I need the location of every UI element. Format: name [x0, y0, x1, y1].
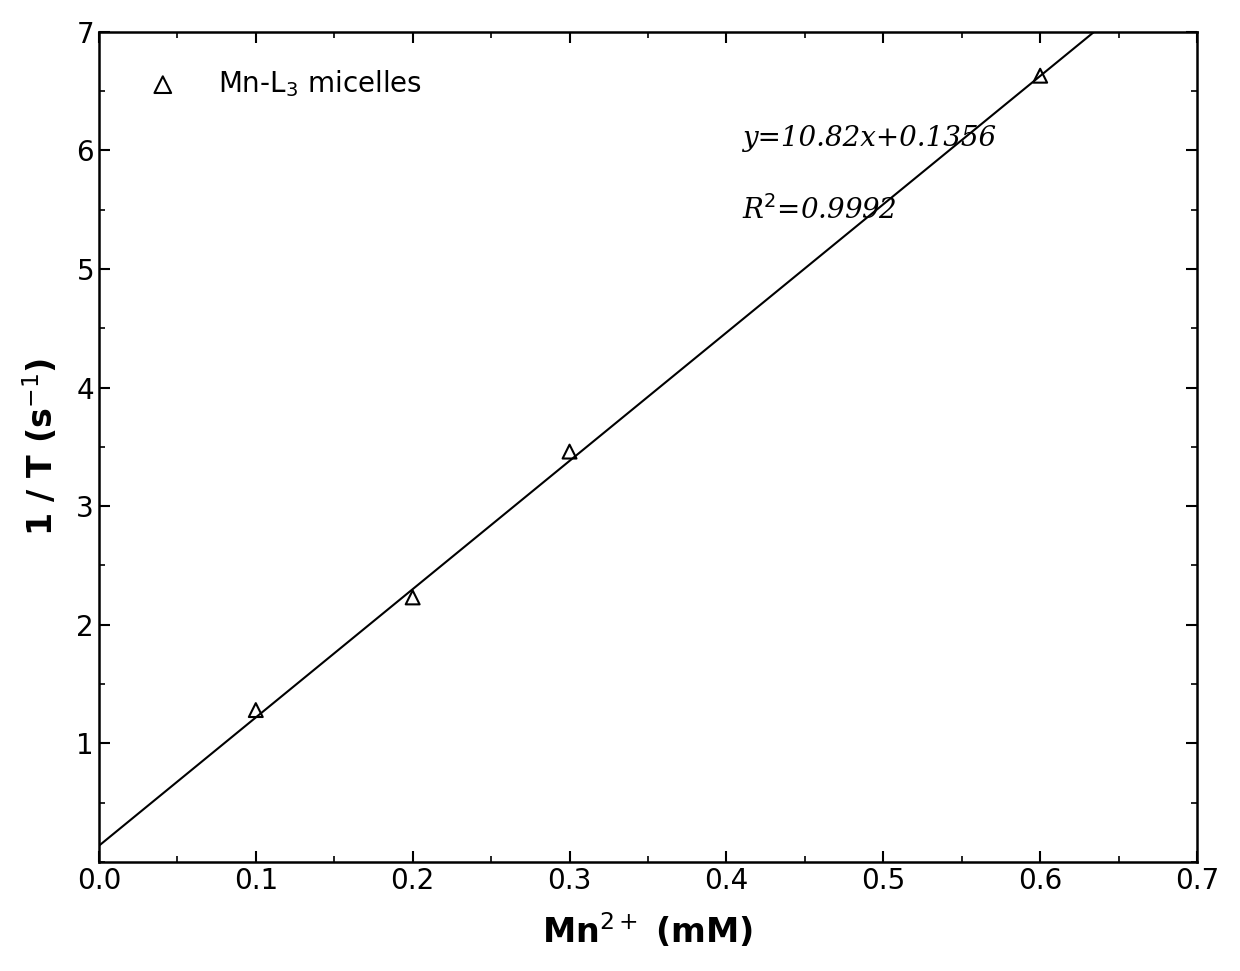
Text: R$^2$=0.9992: R$^2$=0.9992: [742, 195, 897, 224]
Mn-L$_3$ micelles: [559, 444, 579, 459]
Mn-L$_3$ micelles: [246, 702, 265, 718]
Legend: Mn-L$_3$ micelles: Mn-L$_3$ micelles: [113, 46, 444, 121]
Text: y=10.82x+0.1356: y=10.82x+0.1356: [742, 125, 996, 152]
Mn-L$_3$ micelles: [1030, 68, 1050, 84]
X-axis label: Mn$^{2+}$ (mM): Mn$^{2+}$ (mM): [542, 912, 754, 951]
Mn-L$_3$ micelles: [403, 589, 423, 605]
Y-axis label: 1 / T (s$^{-1}$): 1 / T (s$^{-1}$): [21, 357, 60, 536]
